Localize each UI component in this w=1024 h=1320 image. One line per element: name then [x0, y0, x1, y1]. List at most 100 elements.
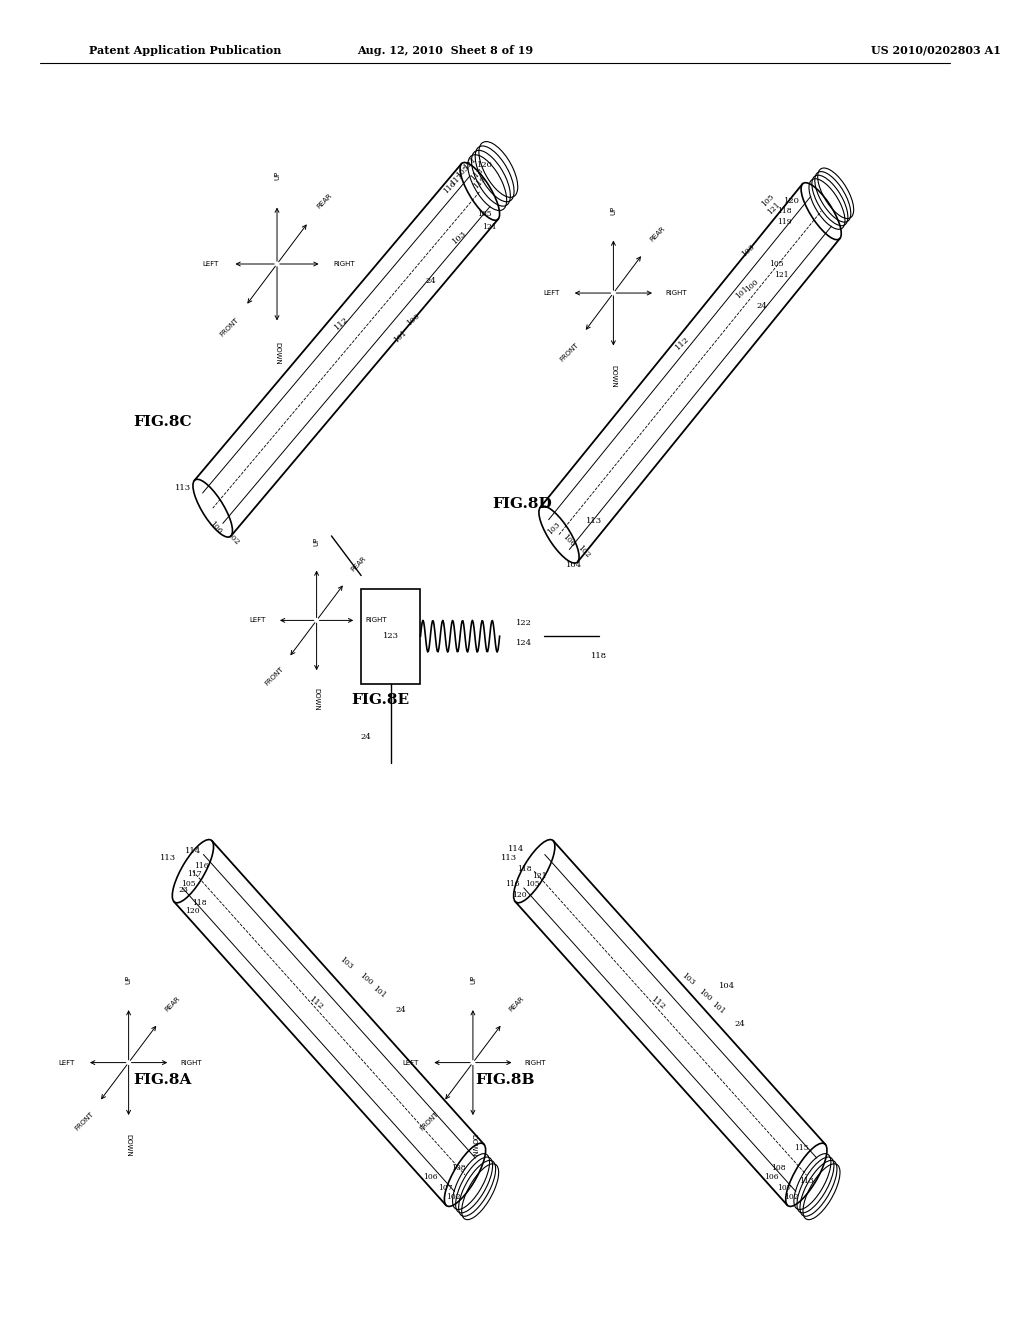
Text: 115: 115 — [794, 1144, 809, 1152]
Text: 104: 104 — [566, 561, 582, 569]
Text: REAR: REAR — [164, 995, 181, 1012]
Text: 103: 103 — [546, 520, 562, 536]
Text: 112: 112 — [333, 315, 350, 331]
Text: 118: 118 — [517, 865, 531, 873]
Text: DOWN: DOWN — [313, 688, 319, 711]
Text: 102: 102 — [445, 1193, 461, 1201]
Text: RIGHT: RIGHT — [665, 290, 686, 296]
Text: LEFT: LEFT — [543, 290, 559, 296]
Text: 105: 105 — [760, 193, 776, 209]
Text: 103: 103 — [679, 972, 696, 987]
Text: RIGHT: RIGHT — [524, 1060, 546, 1065]
Text: 106: 106 — [561, 533, 577, 549]
Text: LEFT: LEFT — [249, 618, 265, 623]
Text: 114: 114 — [184, 847, 201, 855]
Text: Aug. 12, 2010  Sheet 8 of 19: Aug. 12, 2010 Sheet 8 of 19 — [357, 45, 534, 55]
Text: 101: 101 — [734, 285, 751, 301]
Text: FRONT: FRONT — [219, 317, 241, 338]
Text: LEFT: LEFT — [202, 261, 218, 267]
Text: UP: UP — [610, 205, 616, 215]
Text: 103: 103 — [338, 956, 354, 972]
Text: 105: 105 — [180, 880, 196, 888]
Text: 24: 24 — [757, 302, 767, 310]
Text: LEFT: LEFT — [402, 1060, 419, 1065]
Text: 24: 24 — [360, 733, 372, 741]
Text: DOWN: DOWN — [610, 364, 616, 388]
Text: 113: 113 — [799, 1177, 814, 1185]
Text: 103: 103 — [452, 230, 469, 246]
Text: 120: 120 — [512, 891, 526, 899]
Text: 121: 121 — [482, 223, 497, 231]
Text: REAR: REAR — [350, 556, 368, 573]
Text: UP: UP — [470, 974, 476, 985]
Text: UP: UP — [313, 536, 319, 546]
Text: 105: 105 — [769, 260, 784, 268]
Text: 116: 116 — [505, 880, 520, 888]
Text: Patent Application Publication: Patent Application Publication — [89, 45, 282, 55]
Text: FRONT: FRONT — [419, 1111, 439, 1131]
Text: US 2010/0202803 A1: US 2010/0202803 A1 — [870, 45, 1000, 55]
Text: 106: 106 — [764, 1173, 779, 1181]
Text: 103: 103 — [739, 243, 756, 259]
Text: 106: 106 — [423, 1173, 437, 1181]
Text: REAR: REAR — [315, 193, 333, 210]
Text: 101: 101 — [392, 329, 409, 345]
Text: 113: 113 — [586, 517, 602, 525]
Text: 23: 23 — [178, 886, 188, 894]
Text: DOWN: DOWN — [470, 1134, 476, 1158]
Text: 118: 118 — [469, 166, 485, 182]
Text: 101: 101 — [371, 985, 387, 1001]
Text: 124: 124 — [516, 639, 532, 647]
Text: FRONT: FRONT — [559, 342, 580, 362]
Text: REAR: REAR — [508, 995, 525, 1012]
Text: REAR: REAR — [649, 226, 667, 243]
Text: 102: 102 — [784, 1193, 799, 1201]
Text: DOWN: DOWN — [274, 342, 280, 364]
Text: 112: 112 — [674, 335, 691, 351]
Text: 102: 102 — [575, 544, 592, 560]
Text: 105: 105 — [477, 210, 493, 218]
Text: 120: 120 — [783, 197, 800, 205]
Text: 119: 119 — [472, 174, 487, 190]
Text: 113: 113 — [175, 484, 191, 492]
Text: 121: 121 — [462, 156, 478, 172]
Text: FIG.8B: FIG.8B — [475, 1073, 535, 1086]
Text: UP: UP — [274, 170, 280, 180]
Text: 102: 102 — [224, 531, 241, 546]
Text: 100: 100 — [357, 972, 374, 987]
Text: 122: 122 — [516, 619, 532, 627]
Text: 100: 100 — [697, 987, 714, 1003]
Text: DOWN: DOWN — [126, 1134, 132, 1158]
Text: LEFT: LEFT — [58, 1060, 75, 1065]
Text: 113: 113 — [160, 854, 176, 862]
Text: 104: 104 — [719, 982, 735, 990]
Text: 114: 114 — [508, 845, 524, 853]
Text: 106: 106 — [208, 520, 223, 536]
Text: 117: 117 — [450, 172, 465, 187]
Text: 113: 113 — [502, 854, 517, 862]
Text: 107: 107 — [438, 1184, 453, 1192]
Text: 107: 107 — [777, 1184, 792, 1192]
Text: 24: 24 — [425, 277, 436, 285]
Text: 24: 24 — [395, 1006, 407, 1014]
Text: 105: 105 — [525, 880, 540, 888]
Text: 118: 118 — [777, 207, 792, 215]
Text: RIGHT: RIGHT — [333, 261, 354, 267]
Text: RIGHT: RIGHT — [180, 1060, 202, 1065]
Text: FIG.8A: FIG.8A — [133, 1073, 191, 1086]
Text: 120: 120 — [185, 907, 201, 915]
Text: 112: 112 — [649, 995, 667, 1011]
Text: 108: 108 — [451, 1164, 465, 1172]
Text: 117: 117 — [187, 870, 202, 878]
Text: 101: 101 — [710, 1001, 726, 1016]
Text: FIG.8C: FIG.8C — [133, 416, 193, 429]
Text: 123: 123 — [383, 632, 398, 640]
Text: 118: 118 — [591, 652, 606, 660]
Text: 119: 119 — [777, 218, 792, 226]
Text: 24: 24 — [734, 1020, 745, 1028]
Text: 121: 121 — [766, 201, 781, 216]
Text: 108: 108 — [771, 1164, 786, 1172]
Text: RIGHT: RIGHT — [366, 618, 387, 623]
Text: FRONT: FRONT — [74, 1111, 95, 1131]
Text: FRONT: FRONT — [264, 665, 285, 686]
